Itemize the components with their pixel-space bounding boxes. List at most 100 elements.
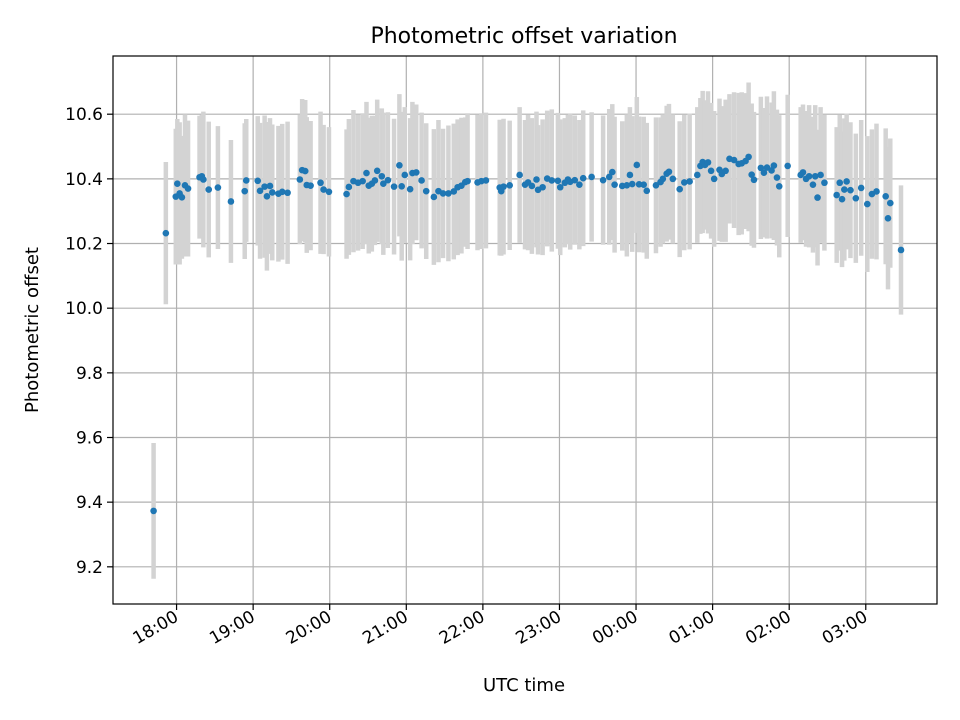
x-axis: 18:00 19:00 20:00 21:00 22:00 23:00 00:00 01:00… — [130, 604, 871, 649]
y-tick-label: 9.6 — [76, 428, 103, 448]
data-point — [694, 171, 701, 179]
data-point — [343, 190, 350, 198]
data-point — [418, 177, 425, 184]
data-point — [680, 179, 688, 186]
data-point — [811, 172, 819, 180]
data-point — [852, 194, 860, 202]
data-point — [775, 182, 783, 190]
data-point — [665, 168, 673, 176]
data-point — [814, 194, 821, 201]
data-point — [609, 168, 616, 176]
data-point — [838, 195, 846, 203]
data-point — [579, 174, 587, 182]
data-point — [833, 191, 840, 199]
y-tick-label: 9.4 — [76, 493, 103, 513]
data-point — [760, 169, 768, 177]
data-point — [371, 177, 379, 184]
data-point — [241, 187, 249, 195]
data-point — [482, 177, 490, 184]
data-point — [836, 179, 844, 187]
y-tick-label: 10.6 — [65, 105, 103, 125]
x-tick-label: 23:00 — [513, 607, 565, 649]
data-point — [611, 181, 618, 188]
data-point — [396, 161, 403, 169]
data-point — [320, 186, 327, 193]
data-point — [278, 188, 286, 196]
data-point — [184, 185, 192, 192]
y-tick-label: 9.2 — [76, 558, 103, 578]
data-point — [745, 153, 752, 161]
y-tick-label: 9.8 — [76, 364, 103, 384]
data-point — [380, 180, 387, 188]
data-point — [873, 188, 880, 195]
x-tick-label: 01:00 — [666, 607, 718, 649]
data-point — [748, 171, 755, 178]
data-point — [150, 507, 157, 515]
data-point — [242, 177, 250, 184]
data-point — [528, 182, 536, 190]
data-point — [841, 186, 848, 193]
data-point — [430, 193, 438, 201]
data-point — [406, 185, 414, 193]
data-point — [200, 176, 207, 183]
y-axis: 9.2 9.4 9.6 9.8 10.0 10.2 10.4 10.6 — [65, 105, 113, 578]
y-axis-label: Photometric offset — [22, 247, 43, 413]
data-point — [261, 183, 268, 190]
data-point — [605, 173, 613, 181]
data-point — [554, 177, 562, 185]
data-point — [643, 187, 651, 195]
x-tick-label: 20:00 — [283, 607, 335, 649]
data-point — [784, 162, 791, 170]
data-point — [533, 176, 540, 183]
data-point — [464, 177, 471, 185]
data-point — [317, 179, 324, 187]
data-point — [576, 181, 583, 188]
data-point — [556, 183, 564, 191]
data-point — [325, 188, 333, 196]
data-point — [445, 190, 452, 197]
data-point — [450, 188, 458, 195]
data-point — [548, 177, 556, 184]
data-point — [847, 186, 854, 194]
x-tick-label: 00:00 — [589, 607, 641, 649]
chart-title: Photometric offset variation — [370, 24, 677, 49]
data-points — [150, 153, 905, 515]
data-point — [254, 177, 262, 185]
data-point — [707, 167, 715, 175]
data-point — [821, 179, 828, 187]
data-point — [384, 176, 392, 184]
data-point — [805, 172, 813, 180]
data-point — [227, 198, 235, 205]
data-point — [439, 190, 447, 197]
data-point — [178, 193, 186, 201]
data-point — [363, 169, 370, 177]
data-point — [722, 167, 729, 175]
x-tick-label: 03:00 — [819, 607, 871, 649]
x-tick-label: 21:00 — [359, 607, 411, 649]
data-point — [373, 167, 381, 175]
data-point — [757, 164, 765, 172]
data-point — [770, 162, 778, 169]
data-point — [571, 176, 579, 184]
data-point — [296, 176, 304, 183]
y-tick-label: 10.2 — [65, 235, 103, 255]
data-point — [162, 229, 170, 237]
data-point — [857, 184, 865, 192]
data-point — [626, 171, 634, 179]
data-point — [669, 175, 677, 183]
data-point — [640, 181, 647, 188]
data-point — [205, 186, 213, 193]
data-point — [500, 183, 507, 190]
data-point — [359, 177, 366, 185]
data-point — [730, 156, 738, 164]
data-point — [214, 184, 222, 191]
plot-frame — [112, 55, 938, 605]
data-point — [773, 174, 781, 181]
data-point — [809, 181, 817, 188]
data-point — [623, 182, 631, 189]
data-point — [307, 182, 314, 189]
data-point — [652, 182, 660, 189]
data-point — [659, 175, 667, 183]
data-point — [676, 185, 683, 193]
